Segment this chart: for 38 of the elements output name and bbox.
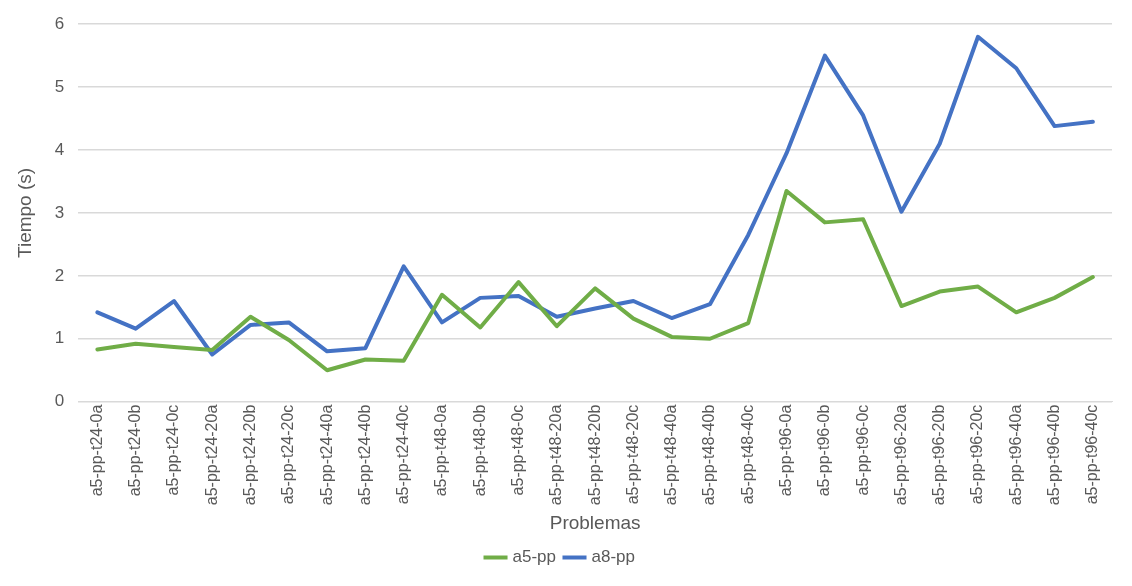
x-tick-label: a5-pp-t24-20c [279,404,297,505]
x-tick-label: a5-pp-t96-20c [968,404,986,505]
x-tick-label: a5-pp-t48-40a [662,404,680,506]
x-tick-label: a5-pp-t48-20b [585,404,603,506]
x-tick-label: a5-pp-t24-0c [164,404,182,496]
x-tick-label: a5-pp-t48-0c [508,404,526,496]
x-axis-title: Problemas [549,511,641,533]
x-tick-label: a5-pp-t96-0a [776,404,794,497]
y-tick-label: 6 [54,13,65,33]
y-tick-label: 0 [54,391,65,411]
x-tick-label: a5-pp-t24-0b [126,404,144,497]
x-tick-label: a5-pp-t48-0b [470,404,488,497]
y-tick-label: 2 [54,265,65,285]
x-tick-label: a5-pp-t24-40b [355,404,373,506]
y-tick-label: 3 [54,202,65,222]
legend-label: a8-pp [591,547,635,567]
x-tick-label: a5-pp-t96-0b [815,404,833,497]
x-tick-label: a5-pp-t96-20a [891,404,909,506]
x-tick-label: a5-pp-t48-40b [700,404,718,506]
x-tick-label: a5-pp-t24-0a [87,404,105,497]
x-tick-label: a5-pp-t96-40a [1006,404,1024,506]
x-tick-label: a5-pp-t96-0c [853,404,871,496]
x-tick-label: a5-pp-t96-40c [1083,404,1101,505]
x-tick-label: a5-pp-t24-20b [240,404,258,506]
x-tick-label: a5-pp-t48-20a [547,404,565,506]
y-tick-label: 4 [54,139,65,159]
x-tick-label: a5-pp-t24-40c [394,404,412,505]
x-tick-label: a5-pp-t96-20b [930,404,948,506]
y-tick-label: 1 [54,328,65,348]
x-tick-label: a5-pp-t48-40c [738,404,756,505]
x-tick-label: a5-pp-t96-40b [1044,404,1062,506]
y-tick-label: 5 [54,76,65,96]
x-tick-label: a5-pp-t48-0a [432,404,450,497]
x-tick-label: a5-pp-t24-40a [317,404,335,506]
y-axis-title: Tiempo (s) [13,167,35,258]
x-tick-label: a5-pp-t24-20a [202,404,220,506]
x-tick-label: a5-pp-t48-20c [623,404,641,505]
legend-label: a5-pp [512,547,556,567]
